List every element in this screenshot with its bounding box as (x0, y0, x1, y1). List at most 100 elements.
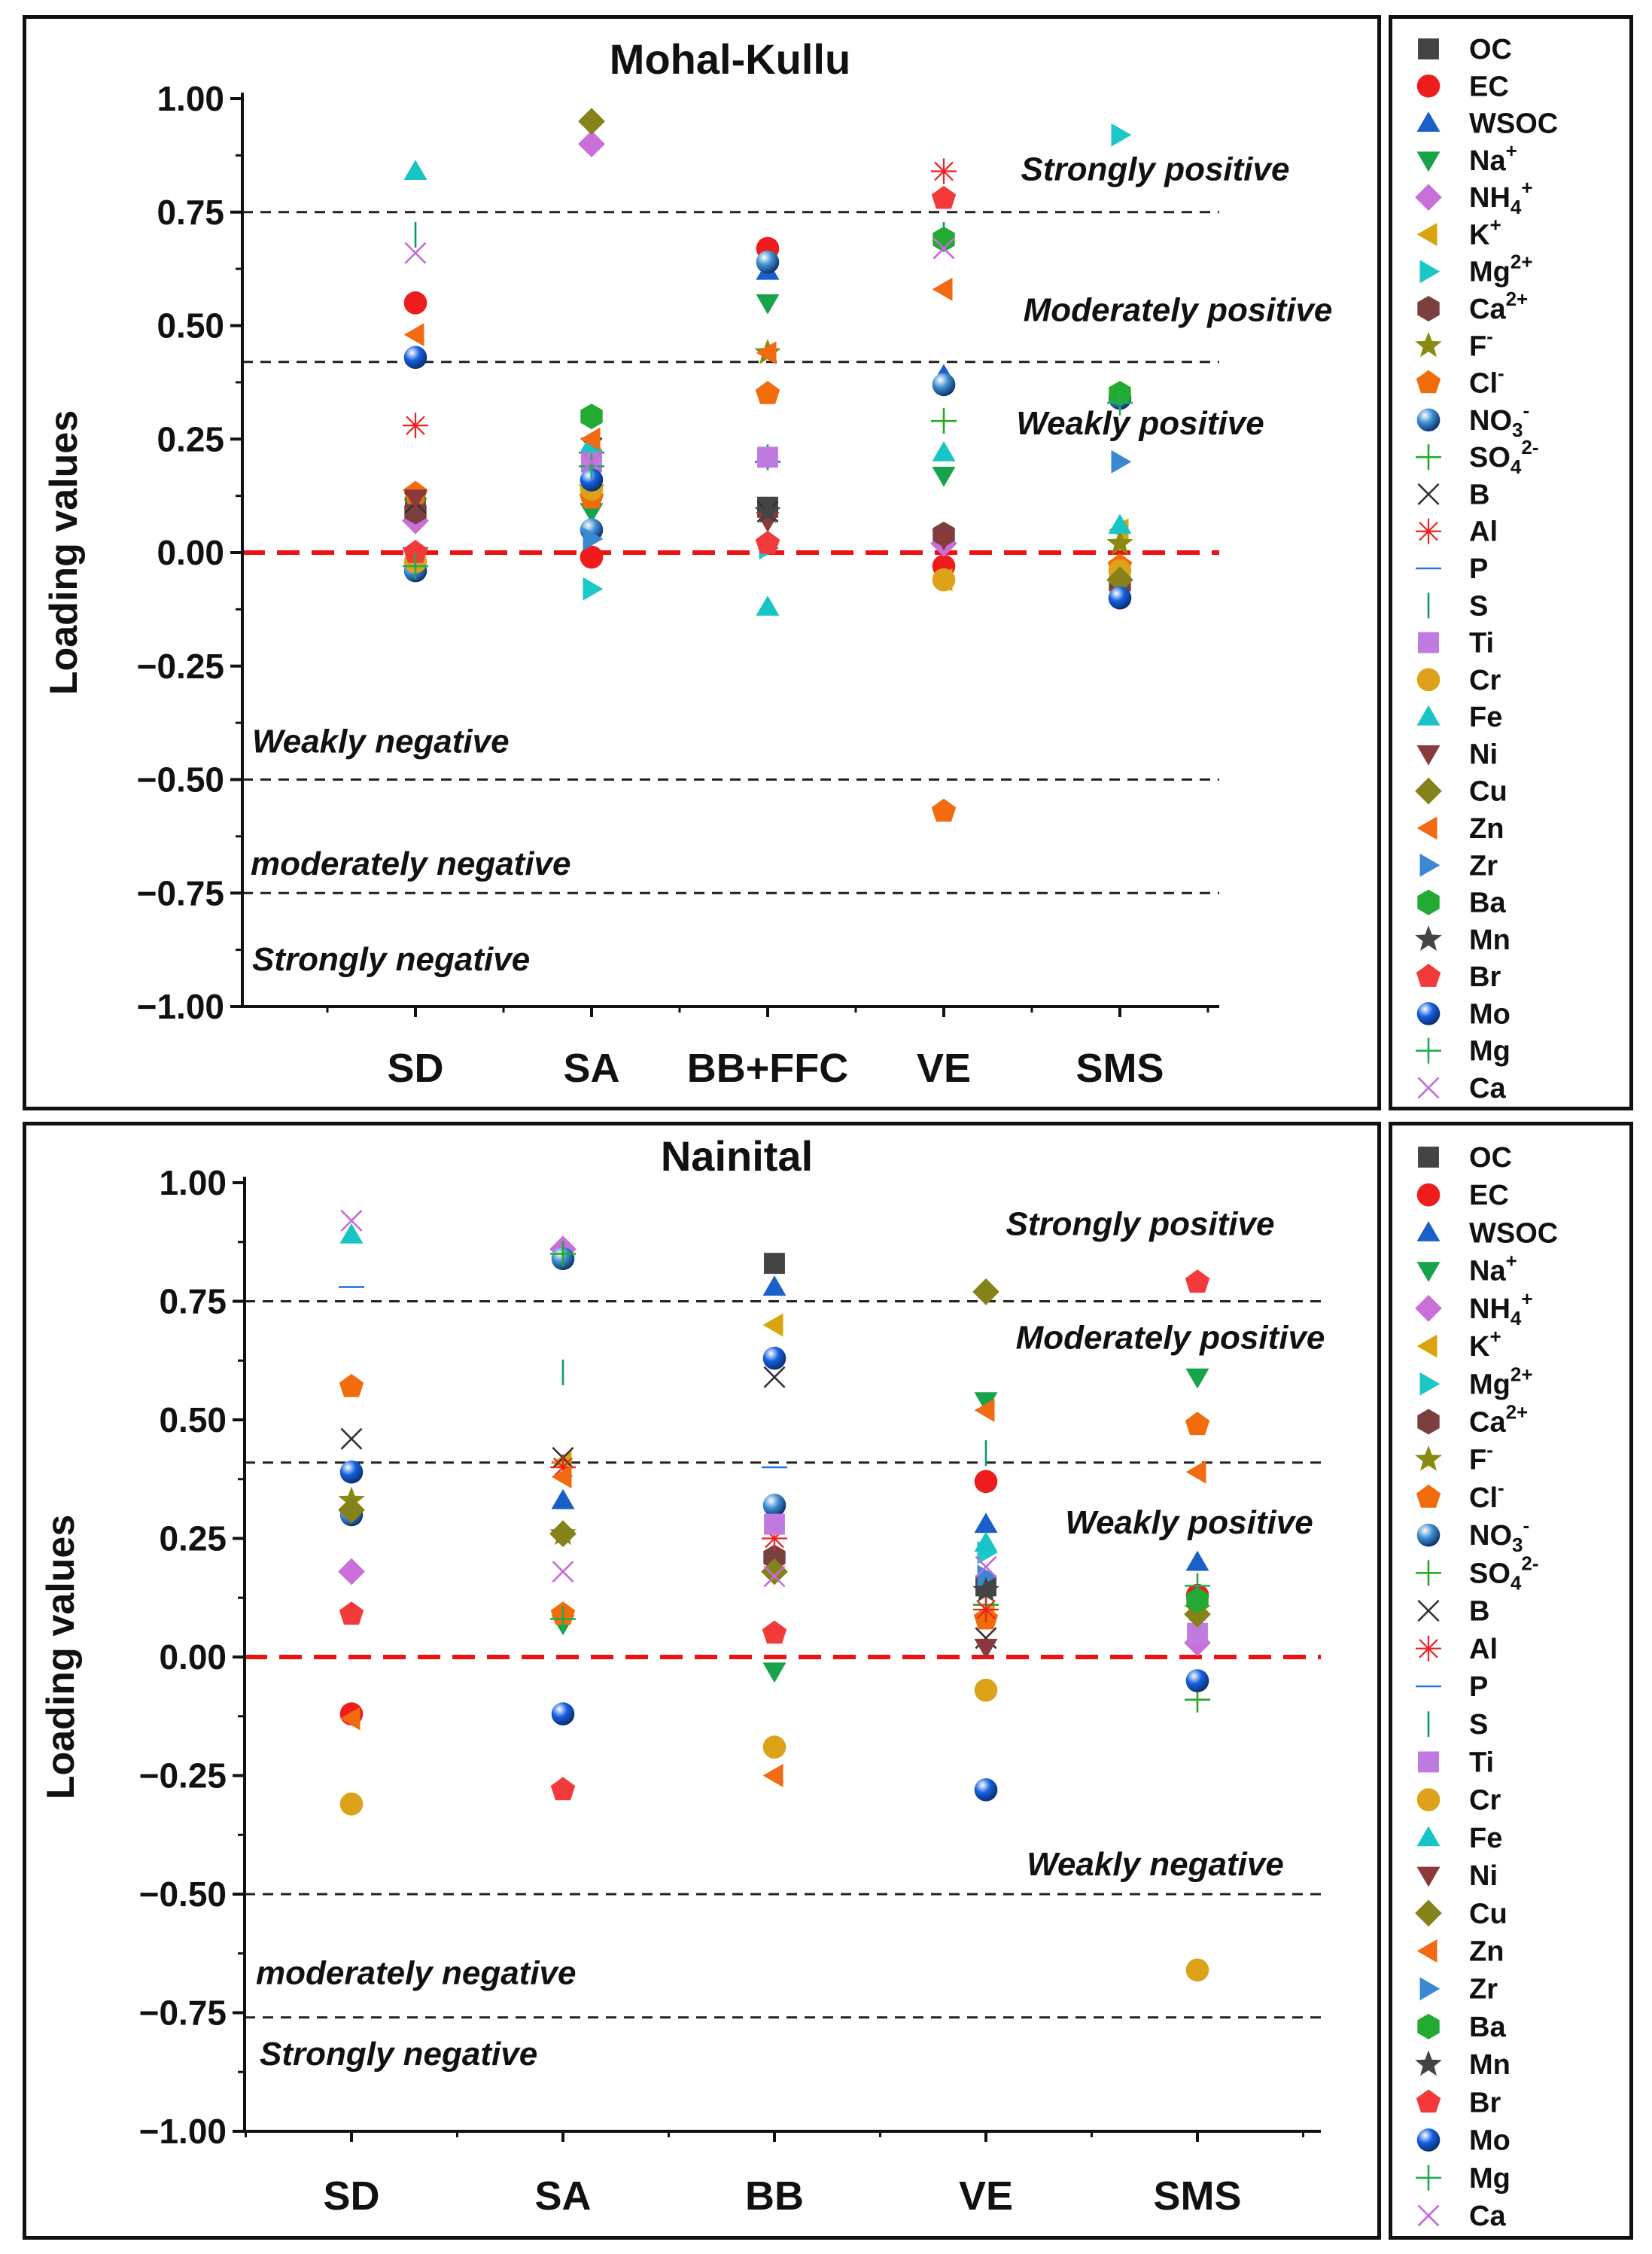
mohal-kullu-legend-so42-marker (1416, 444, 1441, 471)
nainital-point-ca-bb (763, 1565, 786, 1588)
mohal-kullu-point-mg2-sa (583, 577, 604, 601)
nainital-point-ti-bb (764, 1513, 785, 1535)
nainital-point-b-sd (340, 1427, 363, 1450)
nainital-legend-mg2-label: Mg2+ (1469, 1363, 1533, 1400)
mohal-kullu-point-cl-bb-ffc (755, 380, 780, 404)
mohal-kullu-legend-ti-label: Ti (1469, 628, 1494, 659)
mohal-kullu-legend-cr-marker (1416, 668, 1441, 692)
nainital-y-tick-label: 0.75 (159, 1282, 227, 1321)
mohal-kullu-point-ca-sd (404, 242, 427, 264)
nainital-point-mo-sms (1185, 1669, 1209, 1692)
mohal-kullu-legend-k-marker (1416, 223, 1438, 246)
nainital-point-so42-sa (550, 1241, 576, 1267)
mohal-kullu-legend-ni-marker (1416, 745, 1441, 766)
nainital-point-cr-bb (762, 1735, 786, 1759)
mohal-kullu-point-zn-ve (932, 277, 953, 301)
nainital-point-b-bb (763, 1366, 786, 1388)
nainital-legend-fe-label: Fe (1469, 1823, 1502, 1854)
nainital-plot-panel: Nainital Loading values 1.00 0.75 0.50 0.25 0.… (23, 1122, 1381, 2240)
nainital-legend-zr-marker (1419, 1977, 1441, 2001)
mohal-kullu-point-ni-ve (932, 530, 956, 551)
nainital-legend-mo-marker (1416, 2128, 1441, 2152)
mohal-kullu-legend-ba-marker (1417, 889, 1440, 915)
mohal-kullu-legend-nh4-label: NH4+ (1469, 176, 1533, 218)
nainital-legend-mg-label: Mg (1469, 2163, 1511, 2195)
mohal-kullu-point-so42-ve (931, 408, 957, 434)
mohal-kullu-point-ba-sa (580, 404, 603, 430)
mohal-kullu-legend-ba-label: Ba (1469, 888, 1506, 919)
nainital-legend-cr-marker (1416, 1788, 1441, 1811)
nainital-point-br-bb (762, 1620, 787, 1644)
mohal-kullu-legend-wsoc-marker (1416, 111, 1441, 132)
mohal-kullu-point-al-ve (931, 158, 957, 184)
nainital-legend-ni-marker (1416, 1866, 1441, 1887)
mohal-kullu-point-ca-sa (580, 450, 603, 473)
mohal-kullu-point-br-ve (931, 185, 957, 209)
nainital-legend-ba-marker (1417, 2013, 1440, 2039)
mohal-kullu-zone-label-moderately-negative: moderately negative (251, 845, 571, 882)
nainital-chart: Nainital Loading values 1.00 0.75 0.50 0.25 0.… (39, 1132, 1325, 2219)
nainital-point-cu-sd (338, 1496, 365, 1524)
nainital-legend-nh4-marker (1415, 1295, 1442, 1322)
mohal-kullu-y-axis-label: Loading values (42, 410, 86, 696)
nainital-legend-mg2-marker (1419, 1372, 1441, 1396)
mohal-kullu-legend-ca2-marker (1417, 296, 1440, 321)
nainital-point-br-sa (550, 1777, 576, 1801)
nainital-legend-ti-marker (1418, 1751, 1439, 1773)
nainital-point-na-bb (762, 1662, 786, 1683)
mohal-kullu-legend-mn-marker (1415, 925, 1442, 951)
mohal-kullu-y-tick-label: 0.75 (157, 193, 224, 232)
nainital-point-ba-sms (1186, 1587, 1209, 1613)
mohal-kullu-legend-f-label: F- (1469, 324, 1493, 362)
nainital-legend-cr-label: Cr (1469, 1785, 1501, 1817)
mohal-kullu-point-mo-sa (580, 468, 604, 492)
nainital-legend-no3-marker (1416, 1523, 1441, 1547)
mohal-kullu-category-ve: VE (917, 1046, 971, 1091)
nainital-category-sms: SMS (1153, 2173, 1241, 2219)
mohal-kullu-zone-label-weakly-negative: Weakly negative (252, 723, 510, 760)
nainital-y-tick-label: −0.25 (139, 1756, 227, 1796)
nainital-point-oc-bb (764, 1253, 785, 1275)
nainital-zone-label-strongly-negative: Strongly negative (260, 2036, 537, 2073)
mohal-kullu-legend-cu-marker (1415, 777, 1442, 805)
mohal-kullu-legend-br-label: Br (1469, 961, 1501, 993)
mohal-kullu-y-tick-label: −0.50 (137, 760, 224, 800)
nainital-point-cu-bb (761, 1558, 788, 1585)
nainital-legend-no3-label: NO3- (1469, 1514, 1529, 1556)
nainital-point-fe-ve (974, 1531, 998, 1552)
nainital-point-fe-sd (339, 1223, 364, 1244)
mohal-kullu-point-fe-sms (1108, 513, 1132, 535)
mohal-kullu-legend-mg-label: Mg (1469, 1036, 1511, 1068)
mohal-kullu-legend-oc-marker (1418, 38, 1439, 59)
nainital-legend-cl-marker (1416, 1484, 1441, 1508)
nainital-point-ca-sa (552, 1561, 574, 1583)
mohal-kullu-point-cl-ve (931, 798, 957, 822)
nainital-point-zn-sa (551, 1465, 572, 1489)
mohal-kullu-point-fe-ve (932, 441, 956, 461)
mohal-kullu-legend-zr-marker (1419, 853, 1441, 877)
mohal-kullu-point-mg-sms (1107, 390, 1133, 416)
nainital-point-al-ve (973, 1597, 999, 1622)
nainital-point-mg-sa (550, 1606, 576, 1632)
mohal-kullu-legend-cl-marker (1416, 370, 1441, 394)
nainital-point-k-bb (762, 1313, 783, 1337)
nainital-legend-zr-label: Zr (1469, 1974, 1498, 2006)
mohal-kullu-legend-mo-label: Mo (1469, 998, 1511, 1030)
nainital-point-wsoc-bb (762, 1275, 786, 1296)
nainital-legend-br-marker (1416, 2089, 1441, 2113)
nainital-point-mo-bb (762, 1346, 786, 1370)
nainital-legend-k-marker (1416, 1334, 1438, 1358)
nainital-y-tick-label: 0.50 (159, 1400, 227, 1439)
nainital-legend-ca2-label: Ca2+ (1469, 1401, 1528, 1439)
nainital-legend-ca-label: Ca (1469, 2201, 1506, 2232)
nainital-point-mo-ve (974, 1778, 998, 1802)
mohal-kullu-legend-na-marker (1416, 151, 1441, 172)
mohal-kullu-point-nh4-sa (578, 130, 605, 158)
nainital-point-ni-ve (974, 1638, 998, 1659)
mohal-kullu-y-tick-label: −0.25 (137, 647, 224, 686)
mohal-kullu-legend-mg2-marker (1419, 260, 1441, 284)
nainital-point-cr-ve (974, 1678, 998, 1702)
nainital-legend-oc-label: OC (1469, 1142, 1512, 1174)
mohal-kullu-point-br-bb-ffc (755, 530, 780, 554)
nainital-category-bb: BB (745, 2173, 804, 2219)
